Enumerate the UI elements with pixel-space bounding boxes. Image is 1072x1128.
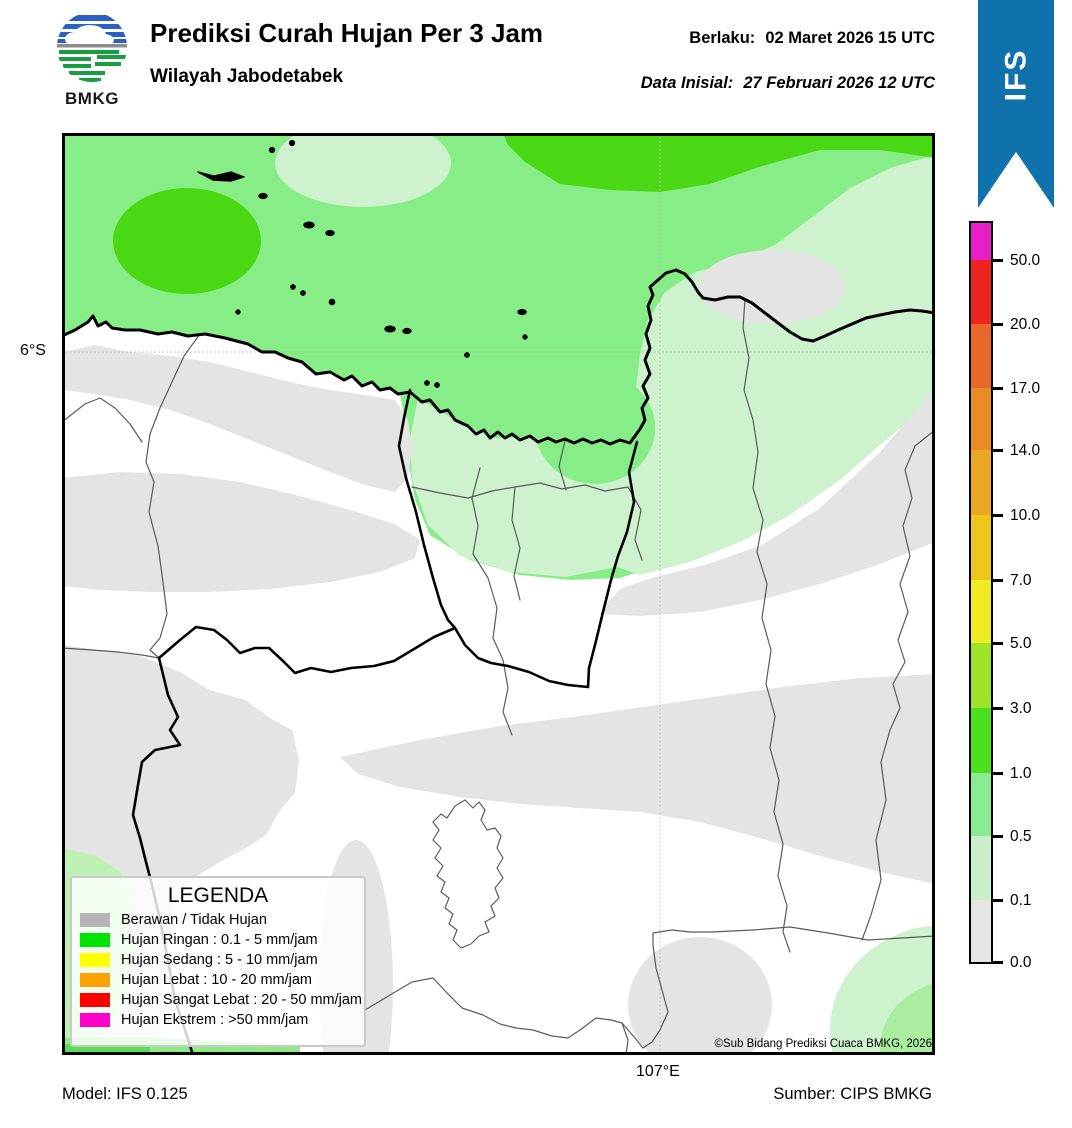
colorbar-tick (993, 772, 1003, 775)
colorbar-tick-label: 7.0 (1010, 572, 1032, 589)
cloud-gray-band-west (62, 472, 420, 592)
coastline-path (62, 268, 935, 446)
legend-swatch-magenta (80, 1013, 110, 1027)
legend-item-label: Hujan Sedang : 5 - 10 mm/jam (121, 952, 318, 968)
page-subtitle: Wilayah Jabodetabek (150, 66, 344, 87)
legend-item-hujan-ringan: Hujan Ringan : 0.1 - 5 mm/jam (80, 932, 356, 948)
colorbar-scale (969, 221, 993, 964)
rain-light-patch-top (275, 133, 451, 207)
colorbar: 0.0 0.1 0.5 1.0 3.0 5.0 7.0 10.0 14.0 17.0 20.0 50.… (969, 221, 1069, 970)
cloud-gray-region-east (600, 388, 935, 616)
colorbar-tick-label: 17.0 (1010, 380, 1041, 397)
colorbar-segment (971, 450, 991, 515)
colorbar-segment (971, 223, 991, 260)
map-border (62, 133, 935, 1055)
legend-swatch-green (80, 933, 110, 947)
colorbar-segment (971, 708, 991, 773)
colorbar-tick-label: 10.0 (1010, 507, 1041, 524)
bmkg-logo-icon (57, 12, 127, 82)
legend-item-hujan-sangat-lebat: Hujan Sangat Lebat : 20 - 50 mm/jam (80, 992, 362, 1008)
colorbar-tick (993, 961, 1003, 964)
bmkg-logo: BMKG (50, 10, 134, 109)
colorbar-tick (993, 899, 1003, 902)
colorbar-tick-label: 0.1 (1010, 892, 1032, 909)
legend-item-hujan-lebat: Hujan Lebat : 10 - 20 mm/jam (80, 972, 356, 988)
colorbar-segment (971, 643, 991, 708)
legend-item-label: Hujan Sangat Lebat : 20 - 50 mm/jam (121, 992, 362, 1008)
legend-item-hujan-sedang: Hujan Sedang : 5 - 10 mm/jam (80, 952, 356, 968)
colorbar-tick (993, 323, 1003, 326)
colorbar-segment (971, 836, 991, 900)
colorbar-tick (993, 387, 1003, 390)
colorbar-tick-label: 20.0 (1010, 316, 1041, 333)
rain-light-region-east (600, 155, 935, 575)
cloud-gray-band-central (340, 674, 935, 884)
colorbar-segment (971, 773, 991, 836)
islands (197, 139, 528, 388)
legend-item-label: Hujan Ekstrem : >50 mm/jam (121, 1012, 309, 1028)
latitude-label: 6°S (20, 342, 46, 359)
legend-item-label: Hujan Lebat : 10 - 20 mm/jam (121, 972, 313, 988)
model-ribbon: IFS (978, 0, 1054, 208)
colorbar-segment (971, 260, 991, 324)
longitude-label: 107°E (636, 1063, 680, 1080)
colorbar-segment (971, 388, 991, 450)
copyright-text: ©Sub Bidang Prediksi Cuaca BMKG, 2026 (714, 1038, 932, 1050)
initial-data-value: 27 Februari 2026 12 UTC (743, 74, 935, 92)
colorbar-segment (971, 515, 991, 580)
initial-data-time: Data Inisial: 27 Februari 2026 12 UTC (641, 74, 935, 93)
colorbar-tick-label: 3.0 (1010, 700, 1032, 717)
colorbar-tick-label: 14.0 (1010, 442, 1041, 459)
legend-item-berawan: Berawan / Tidak Hujan (80, 912, 356, 928)
legend-item-hujan-ekstrem: Hujan Ekstrem : >50 mm/jam (80, 1012, 356, 1028)
rainfall-map-canvas (62, 133, 935, 1055)
legend-swatch-red (80, 993, 110, 1007)
valid-time-label: Berlaku: (689, 29, 756, 47)
colorbar-tick-label: 0.5 (1010, 828, 1032, 845)
colorbar-tick (993, 707, 1003, 710)
model-label: Model: IFS 0.125 (62, 1085, 188, 1103)
colorbar-tick-label: 0.0 (1010, 954, 1032, 971)
page-title: Prediksi Curah Hujan Per 3 Jam (150, 18, 544, 48)
colorbar-tick (993, 642, 1003, 645)
source-label: Sumber: CIPS BMKG (773, 1085, 932, 1103)
legend-box: LEGENDA Berawan / Tidak Hujan Hujan Ring… (70, 876, 366, 1047)
legend-swatch-gray (80, 913, 110, 927)
colorbar-tick (993, 835, 1003, 838)
colorbar-tick-label: 1.0 (1010, 765, 1032, 782)
colorbar-tick (993, 449, 1003, 452)
colorbar-tick (993, 259, 1003, 262)
rain-bright-band-top (503, 133, 935, 192)
cloud-gray-blob-northeast (699, 250, 845, 324)
legend-swatch-yellow (80, 953, 110, 967)
model-ribbon-label: IFS (998, 48, 1032, 102)
bmkg-logo-label: BMKG (65, 89, 119, 108)
legend-swatch-orange (80, 973, 110, 987)
rain-bright-blob-northwest (113, 188, 261, 294)
rain-medium-blob-southeast (880, 983, 935, 1055)
colorbar-tick-label: 5.0 (1010, 635, 1032, 652)
valid-time-value: 02 Maret 2026 15 UTC (765, 29, 935, 47)
colorbar-segment (971, 324, 991, 388)
cloud-gray-blob-south-center (628, 937, 772, 1055)
valid-time: Berlaku: 02 Maret 2026 15 UTC (689, 29, 935, 48)
colorbar-segment (971, 580, 991, 643)
legend-item-label: Hujan Ringan : 0.1 - 5 mm/jam (121, 932, 318, 948)
rain-medium-blob-coast (535, 372, 655, 484)
colorbar-segment (971, 900, 991, 962)
cloud-gray-coastal-west (62, 345, 412, 492)
colorbar-tick (993, 514, 1003, 517)
legend-title: LEGENDA (167, 884, 269, 907)
colorbar-tick (993, 579, 1003, 582)
initial-data-label: Data Inisial: (640, 74, 734, 92)
colorbar-tick-label: 50.0 (1010, 252, 1041, 269)
legend-item-label: Berawan / Tidak Hujan (121, 912, 267, 928)
